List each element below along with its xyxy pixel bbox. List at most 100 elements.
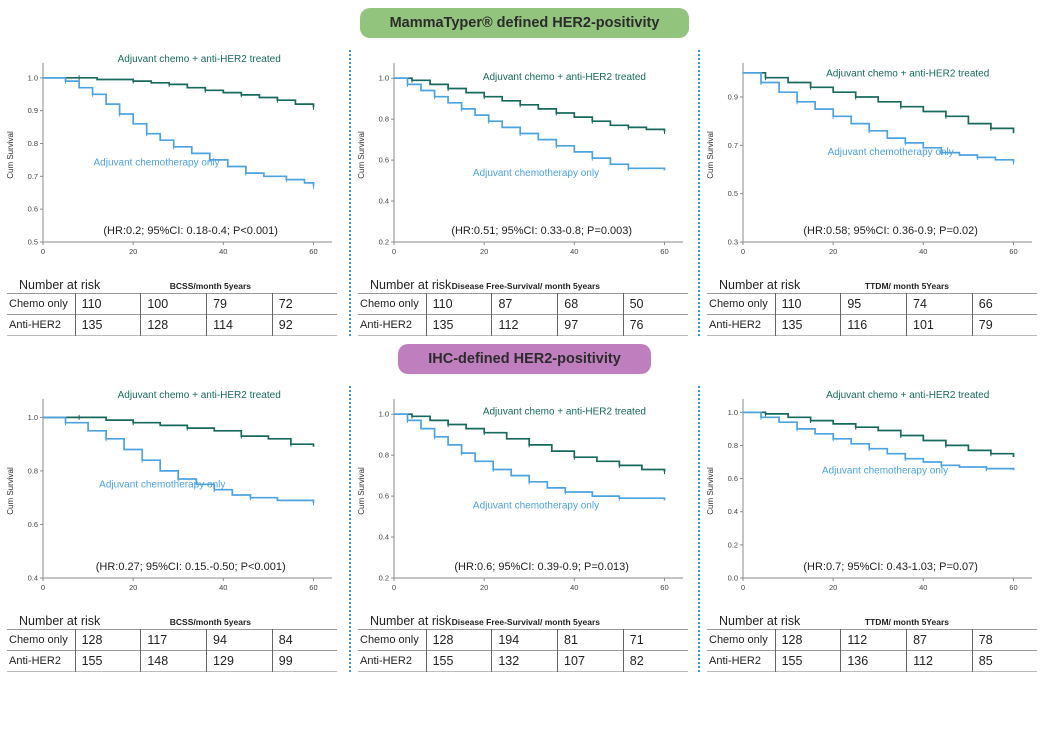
y-tick-label: 0.8 xyxy=(379,115,389,124)
risk-value: 110 xyxy=(74,293,141,315)
y-tick-label: 0.9 xyxy=(728,93,738,102)
km-plot: 0.9 0.7 0.5 0.30 20 40 60 Cum Survival Adjuvant … xyxy=(706,63,1032,256)
y-tick-label: 0.8 xyxy=(28,466,38,475)
risk-row: Chemo only 128 117 94 84 xyxy=(7,629,337,651)
x-tick-label: 0 xyxy=(741,247,745,256)
x-axis-title: TTDM/ month 5Years xyxy=(864,281,949,291)
x-axis-title: BCSS/month 5years xyxy=(169,281,251,291)
x-tick-label: 0 xyxy=(741,583,745,592)
km-panel: 1.0 0.8 0.6 0.4 0 20 40 60 Cum Survival Adjuvant … xyxy=(0,386,349,672)
risk-value: 132 xyxy=(491,650,558,672)
number-at-risk-label: Number at risk xyxy=(719,614,801,628)
y-tick-label: 0.3 xyxy=(728,238,738,247)
risk-row: Anti-HER2 135 116 101 79 xyxy=(707,314,1037,336)
number-at-risk-label: Number at risk xyxy=(370,278,452,292)
x-tick-label: 60 xyxy=(1009,583,1017,592)
x-tick-label: 20 xyxy=(829,583,837,592)
risk-row: Anti-HER2 135 128 114 92 xyxy=(7,314,337,336)
km-curve xyxy=(743,411,1015,457)
km-panel: 1.0 0.8 0.6 0.4 0.2 0 20 40 60 Cum Survival Adjuva… xyxy=(349,50,698,336)
risk-row-label: Anti-HER2 xyxy=(709,655,761,667)
x-tick-label: 20 xyxy=(480,247,488,256)
risk-value: 78 xyxy=(971,629,1037,651)
risk-row: Anti-HER2 155 136 112 85 xyxy=(707,650,1037,672)
risk-value: 92 xyxy=(271,314,337,336)
risk-row: Chemo only 110 95 74 66 xyxy=(707,293,1037,315)
risk-value: 50 xyxy=(622,293,688,315)
km-curve xyxy=(43,76,315,108)
risk-row-label: Chemo only xyxy=(9,298,68,310)
risk-table-header: Number at risk Disease Free-Survival/ mon… xyxy=(354,614,695,628)
censor-ticks xyxy=(411,77,665,134)
km-figure: MammaTyper® defined HER2-positivity 1.0 0… xyxy=(0,8,1049,672)
x-tick-label: 60 xyxy=(309,247,317,256)
risk-row: Chemo only 128 112 87 78 xyxy=(707,629,1037,651)
risk-value: 110 xyxy=(425,293,492,315)
x-tick-label: 20 xyxy=(829,247,837,256)
km-plot: 1.0 0.8 0.6 0.4 0.20 20 40 60 Cum Survival Adjuva… xyxy=(357,63,683,256)
risk-row-label: Anti-HER2 xyxy=(9,655,61,667)
km-curve xyxy=(394,77,666,132)
risk-table: Chemo only 110 100 79 72 Anti-HER2 135 128 114 92 xyxy=(7,293,337,336)
risk-value: 84 xyxy=(271,629,337,651)
risk-value: 128 xyxy=(74,629,141,651)
risk-value: 95 xyxy=(840,293,907,315)
y-tick-label: 1.0 xyxy=(28,413,38,422)
risk-table: Chemo only 128 117 94 84 Anti-HER2 155 148 129 99 xyxy=(7,629,337,672)
censor-ticks xyxy=(407,417,620,501)
km-curve xyxy=(743,411,1015,471)
x-axis-title: Disease Free-Survival/ month 5years xyxy=(451,617,600,627)
hr-annotation: (HR:0.51; 95%CI: 0.33-0.8; P=0.003) xyxy=(451,225,632,237)
risk-value: 136 xyxy=(840,650,907,672)
x-tick-label: 60 xyxy=(1009,247,1017,256)
km-plot: 1.0 0.8 0.6 0.4 0.2 0.00 20 40 60 Cum Survival Adj… xyxy=(706,390,1032,592)
risk-row-label: Anti-HER2 xyxy=(360,655,412,667)
censor-ticks xyxy=(760,414,987,472)
y-tick-label: 0.4 xyxy=(379,197,389,206)
risk-value: 81 xyxy=(557,629,624,651)
risk-row-label: Chemo only xyxy=(9,634,68,646)
risk-value: 101 xyxy=(906,314,973,336)
number-at-risk-label: Number at risk xyxy=(19,614,101,628)
risk-table: Chemo only 128 194 81 71 Anti-HER2 155 132 107 82 xyxy=(358,629,688,672)
y-tick-label: 1.0 xyxy=(379,410,389,419)
y-tick-label: 0.2 xyxy=(379,574,389,583)
y-tick-label: 0.0 xyxy=(728,574,738,583)
x-tick-label: 40 xyxy=(219,247,227,256)
censor-ticks xyxy=(65,420,314,506)
risk-value: 79 xyxy=(206,293,273,315)
y-tick-label: 1.0 xyxy=(28,73,38,82)
banner-mammatyper: MammaTyper® defined HER2-positivity xyxy=(359,8,690,38)
risk-row-label: Chemo only xyxy=(360,298,419,310)
km-curve xyxy=(43,416,315,447)
km-panel: 1.0 0.8 0.6 0.4 0.2 0.0 0 20 40 60 Cum Survival Adj… xyxy=(698,386,1047,672)
number-at-risk-label: Number at risk xyxy=(19,278,101,292)
y-tick-label: 1.0 xyxy=(379,74,389,83)
hr-annotation: (HR:0.6; 95%CI: 0.39-0.9; P=0.013) xyxy=(454,561,629,573)
censor-ticks xyxy=(78,75,314,110)
y-tick-label: 0.2 xyxy=(379,238,389,247)
censor-ticks xyxy=(78,414,292,447)
risk-row-label: Anti-HER2 xyxy=(360,319,412,331)
risk-row-label: Chemo only xyxy=(709,298,768,310)
y-tick-label: 0.7 xyxy=(28,172,38,181)
y-tick-label: 0.6 xyxy=(379,156,389,165)
risk-table-header: Number at risk TTDM/ month 5Years xyxy=(703,614,1044,628)
risk-table-header: Number at risk BCSS/month 5years xyxy=(3,278,346,292)
y-axis-title: Cum Survival xyxy=(357,467,366,515)
y-tick-label: 0.4 xyxy=(728,507,738,516)
risk-value: 155 xyxy=(74,650,141,672)
hr-annotation: (HR:0.2; 95%CI: 0.18-0.4; P<0.001) xyxy=(103,225,278,237)
risk-value: 110 xyxy=(774,293,841,315)
series-label: Adjuvant chemo + anti-HER2 treated xyxy=(826,69,989,80)
risk-value: 66 xyxy=(971,293,1037,315)
x-tick-label: 40 xyxy=(570,583,578,592)
risk-value: 128 xyxy=(140,314,207,336)
x-tick-label: 0 xyxy=(41,583,45,592)
series-label: Adjuvant chemo + anti-HER2 treated xyxy=(483,406,646,417)
series-label: Adjuvant chemo + anti-HER2 treated xyxy=(826,390,989,401)
risk-value: 87 xyxy=(906,629,973,651)
y-tick-label: 0.2 xyxy=(728,540,738,549)
y-tick-label: 0.6 xyxy=(379,492,389,501)
x-tick-label: 40 xyxy=(570,247,578,256)
